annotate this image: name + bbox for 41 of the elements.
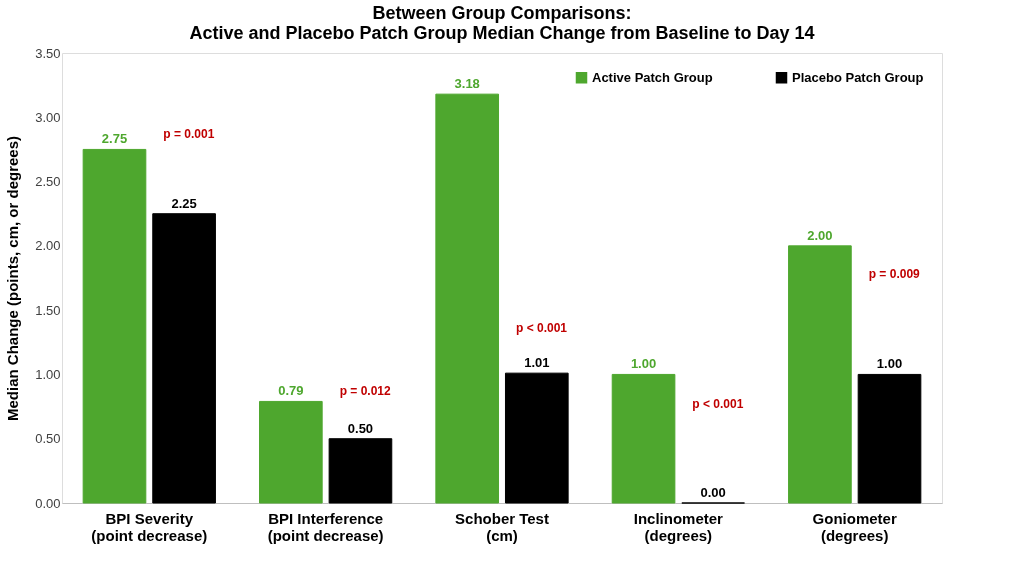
data-label: 2.25 xyxy=(171,195,197,211)
annotation: p = 0.012 xyxy=(339,383,392,398)
bar xyxy=(259,400,323,504)
y-tick-label: 3.50 xyxy=(35,45,61,61)
bar xyxy=(857,373,922,504)
chart-title: Between Group Comparisons: Active and Placebo Patch Group Median Change from Baseline to Day 14 xyxy=(189,3,815,43)
x-tick-label: Goniometer (degrees) xyxy=(812,509,897,544)
legend-label: Active Patch Group xyxy=(592,69,713,85)
annotation: p < 0.001 xyxy=(516,320,568,335)
data-label: 0.00 xyxy=(700,485,726,500)
bar xyxy=(611,373,676,504)
y-tick-label: 3.00 xyxy=(35,109,61,125)
y-tick-label: 1.50 xyxy=(35,302,61,318)
data-label: 2.75 xyxy=(101,131,128,147)
legend-label: Placebo Patch Group xyxy=(792,69,924,85)
data-label: 2.00 xyxy=(807,227,833,243)
y-tick-label: 0.00 xyxy=(35,495,61,511)
annotation: p = 0.001 xyxy=(163,127,215,141)
bar xyxy=(328,438,393,504)
data-label: 1.00 xyxy=(630,356,657,372)
bar xyxy=(788,245,852,504)
annotation: p = 0.009 xyxy=(868,266,921,281)
y-tick-label: 0.50 xyxy=(35,431,61,447)
bar xyxy=(504,372,569,504)
bar xyxy=(435,93,500,504)
x-tick-label: BPI Interference (point decrease) xyxy=(267,509,384,544)
x-tick-label: BPI Severity (point decrease) xyxy=(91,509,208,544)
y-tick-label: 2.00 xyxy=(35,238,61,254)
y-tick-label: 2.50 xyxy=(35,174,61,190)
y-tick-label: 1.00 xyxy=(35,366,61,382)
data-label: 1.01 xyxy=(524,355,550,371)
y-axis-title: Median Change (points, cm, or degrees) xyxy=(4,135,22,422)
bar xyxy=(82,148,147,504)
x-tick-label: Schober Test (cm) xyxy=(455,509,549,544)
x-tick-label: Inclinometer (degrees) xyxy=(633,509,724,544)
data-label: 1.00 xyxy=(876,356,903,372)
data-label: 3.18 xyxy=(454,76,480,92)
data-label: 0.79 xyxy=(278,383,304,399)
bar xyxy=(152,213,216,504)
data-label: 0.50 xyxy=(347,420,374,436)
annotation: p < 0.001 xyxy=(692,397,744,411)
